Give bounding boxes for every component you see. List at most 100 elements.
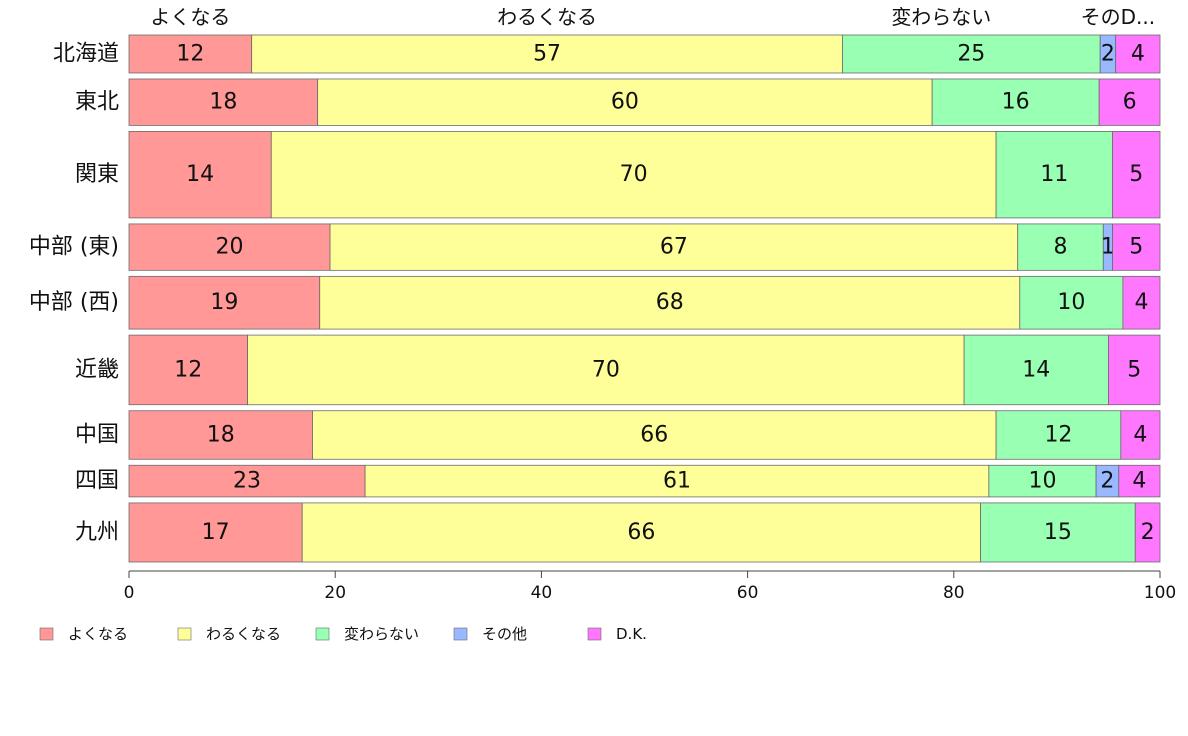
data-label: 68: [656, 290, 684, 315]
data-label: 15: [1044, 520, 1072, 545]
bars: 12 57 25 2 418 60 16 614 70 11 520 67 8 1 519 68 10 412 70…: [128, 34, 1161, 563]
data-label: 20: [216, 235, 244, 260]
legend-item: 変わらない: [315, 625, 419, 643]
legend-swatch: [587, 627, 602, 641]
category-label: 近畿: [75, 357, 119, 382]
bar-segment: [317, 78, 933, 126]
category-label: 九州: [75, 520, 119, 545]
bar-segment: [1122, 275, 1161, 330]
bar-row: 17 66 15 2: [128, 502, 1161, 563]
data-label: 19: [210, 290, 238, 315]
data-label: 12: [174, 357, 202, 382]
bar-segment: [1019, 275, 1124, 330]
bar-row: 14 70 11 5: [128, 131, 1161, 219]
data-label: 66: [627, 520, 655, 545]
x-tick-label: 40: [531, 583, 553, 603]
bar-row: 20 67 8 1 5: [128, 223, 1161, 271]
bar-segment: [1098, 78, 1161, 126]
bar-row: 18 60 16 6: [128, 78, 1161, 126]
x-tick-label: 0: [124, 583, 135, 603]
bar-segment: [312, 410, 997, 460]
bar-segment: [329, 223, 1019, 271]
data-label: 12: [1044, 422, 1072, 447]
data-label: 5: [1129, 235, 1143, 260]
bar-segment: [128, 223, 331, 271]
legend-swatch: [453, 627, 468, 641]
legend: よくなる わるくなる 変わらない その他 D.K.: [39, 625, 647, 643]
bar-segment: [963, 334, 1109, 406]
bar-segment: [1112, 131, 1161, 219]
legend-label: D.K.: [616, 625, 647, 643]
bar-segment: [128, 78, 319, 126]
bar-segment: [980, 502, 1136, 563]
bar-segment: [301, 502, 982, 563]
data-label: 5: [1129, 162, 1143, 187]
bar-row: 18 66 12 4: [128, 410, 1161, 460]
data-label: 23: [233, 469, 261, 494]
data-label: 16: [1002, 90, 1030, 115]
legend-label: その他: [482, 625, 527, 643]
data-label: 4: [1132, 469, 1146, 494]
data-label: 60: [611, 90, 639, 115]
data-label: 67: [660, 235, 688, 260]
data-label: 2: [1141, 520, 1155, 545]
bar-segment: [842, 34, 1101, 74]
column-header: わるくなる: [497, 5, 597, 29]
column-headers: よくなる わるくなる 変わらない そのD...: [150, 5, 1155, 29]
data-label: 4: [1134, 290, 1148, 315]
data-label: 2: [1101, 41, 1115, 66]
bar-segment: [247, 334, 965, 406]
legend-swatch: [39, 627, 54, 641]
legend-item: D.K.: [587, 625, 647, 643]
data-label: 2: [1100, 469, 1114, 494]
data-label: 4: [1133, 422, 1147, 447]
data-label: 10: [1057, 290, 1085, 315]
data-label: 14: [186, 162, 214, 187]
data-label: 14: [1022, 357, 1050, 382]
data-label: 8: [1054, 235, 1068, 260]
data-label: 4: [1131, 41, 1145, 66]
bar-row: 12 57 25 2 4: [128, 34, 1161, 74]
bar-segment: [128, 334, 248, 406]
category-label: 中部 (東): [29, 235, 119, 260]
bar-segment: [128, 464, 366, 498]
bar-segment: [995, 131, 1113, 219]
bar-segment: [251, 34, 843, 74]
bar-segment: [1118, 464, 1161, 498]
bar-segment: [128, 502, 303, 563]
x-tick-label: 20: [324, 583, 346, 603]
bar-segment: [364, 464, 990, 498]
x-tick-label: 60: [737, 583, 759, 603]
legend-item: わるくなる: [177, 625, 281, 643]
data-label: 66: [640, 422, 668, 447]
bar-row: 23 61 10 2 4: [128, 464, 1161, 498]
data-label: 11: [1040, 162, 1068, 187]
bar-segment: [1017, 223, 1104, 271]
data-label: 5: [1127, 357, 1141, 382]
category-label: 北海道: [53, 41, 119, 66]
bar-segment: [1108, 334, 1161, 406]
bar-segment: [128, 131, 272, 219]
legend-label: 変わらない: [344, 625, 419, 643]
bar-segment: [1120, 410, 1161, 460]
data-label: 57: [533, 41, 561, 66]
legend-swatch: [177, 627, 192, 641]
bar-row: 12 70 14 5: [128, 334, 1161, 406]
bar-segment: [1112, 223, 1161, 271]
category-label: 四国: [75, 469, 119, 494]
x-tick-label: 100: [1144, 583, 1176, 603]
data-label: 17: [202, 520, 230, 545]
bar-row: 19 68 10 4: [128, 275, 1161, 330]
data-label: 6: [1123, 90, 1137, 115]
data-label: 70: [592, 357, 620, 382]
column-header: そのD...: [1081, 5, 1155, 29]
bar-segment: [931, 78, 1100, 126]
data-label: 12: [176, 41, 204, 66]
category-label: 東北: [75, 90, 119, 115]
bar-segment: [1115, 34, 1161, 74]
data-label: 70: [620, 162, 648, 187]
legend-item: その他: [453, 625, 527, 643]
data-label: 1: [1101, 235, 1115, 260]
